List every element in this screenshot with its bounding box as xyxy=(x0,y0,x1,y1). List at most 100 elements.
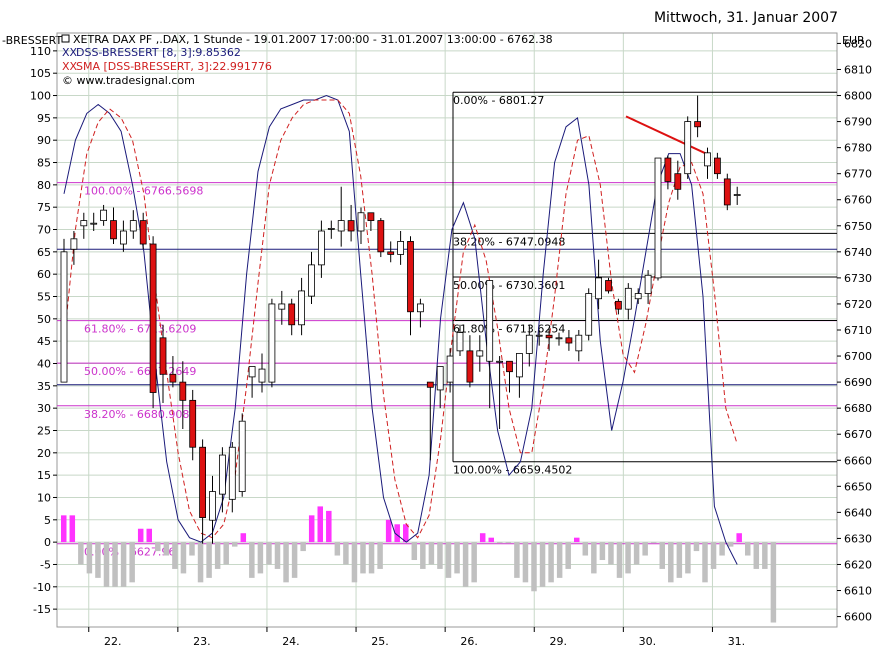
histogram-bar xyxy=(616,542,623,578)
candle-up xyxy=(704,152,711,167)
histogram-bar xyxy=(428,542,435,565)
histogram-bar xyxy=(69,515,76,543)
histogram-bar xyxy=(471,542,477,583)
histogram-bar xyxy=(326,510,332,543)
candle-up xyxy=(624,287,632,310)
y-tick-label-right: 6820 xyxy=(844,37,872,50)
candle-up xyxy=(238,420,246,492)
histogram-bar xyxy=(257,542,264,574)
candle-up xyxy=(555,337,563,340)
histogram-bar xyxy=(291,542,298,578)
y-tick-label-left: 10 xyxy=(37,491,51,504)
y-tick-label-left: 100 xyxy=(30,90,51,103)
histogram-bar xyxy=(633,542,640,565)
candle-up xyxy=(496,360,504,363)
legend-box-icon xyxy=(61,34,70,43)
histogram-series xyxy=(61,506,777,623)
histogram-bar xyxy=(103,542,110,587)
y-tick-label-right: 6690 xyxy=(844,376,872,389)
candle-down xyxy=(288,303,296,326)
fib-level-label: 0.00% - 6801.27 xyxy=(453,94,544,107)
candle-down xyxy=(466,350,474,383)
y-tick-label-right: 6700 xyxy=(844,350,872,363)
y-tick-label-right: 6650 xyxy=(844,480,872,493)
histogram-bar xyxy=(317,506,323,543)
candle-down xyxy=(407,241,414,313)
candle-up xyxy=(397,241,405,255)
x-tick-label: 29. xyxy=(550,635,568,648)
candle-up xyxy=(228,446,236,500)
histogram-bar xyxy=(180,542,187,574)
candle-up xyxy=(248,366,256,378)
histogram-bar xyxy=(214,542,221,569)
y-tick-label-right: 6600 xyxy=(844,611,872,624)
candle-up xyxy=(644,274,652,294)
candle-up xyxy=(585,293,593,336)
histogram-bar xyxy=(189,542,195,556)
histogram-bar xyxy=(86,542,93,574)
y-tick-label-left: 30 xyxy=(37,402,51,415)
x-tick-label: 22. xyxy=(104,635,122,648)
y-tick-label-right: 6790 xyxy=(844,116,872,129)
y-tick-label-left: 110 xyxy=(30,45,51,58)
histogram-bar xyxy=(770,542,777,623)
histogram-bar xyxy=(488,537,494,543)
grid xyxy=(57,33,837,627)
y-tick-label-right: 6780 xyxy=(844,142,872,155)
histogram-bar xyxy=(95,542,101,578)
y-tick-label-left: 5 xyxy=(44,514,51,527)
histogram-bar xyxy=(548,542,554,583)
candle-up xyxy=(268,303,276,383)
fib-level-label: 50.00% - 6730.3601 xyxy=(453,279,565,292)
histogram-bar xyxy=(531,542,537,592)
histogram-bar xyxy=(163,542,170,556)
candle-up xyxy=(525,334,533,354)
histogram-bar xyxy=(582,542,589,556)
candle-up xyxy=(90,222,98,225)
candle-up xyxy=(129,220,137,232)
candle-down xyxy=(615,300,622,310)
legend: XETRA DAX PF ,.DAX, 1 Stunde - 19.01.200… xyxy=(61,33,553,87)
y-tick-label-left: 60 xyxy=(37,268,51,281)
histogram-bar xyxy=(411,542,418,561)
histogram-bar xyxy=(172,542,178,569)
histogram-bar xyxy=(232,542,238,547)
histogram-bar xyxy=(197,542,204,583)
x-tick-label: 25. xyxy=(371,635,389,648)
candle-up xyxy=(327,227,335,230)
y-tick-label-left: 95 xyxy=(37,112,51,125)
candle-down xyxy=(179,381,187,401)
candle-down xyxy=(377,220,385,253)
candle-down xyxy=(565,337,573,344)
candle-down xyxy=(189,399,197,448)
candle-down xyxy=(506,360,513,373)
y-tick-label-left: 0 xyxy=(44,536,51,549)
fib-level-label: 38.20% - 6747.0948 xyxy=(453,235,565,248)
candle-up xyxy=(317,230,325,266)
chart-date-title: Mittwoch, 31. Januar 2007 xyxy=(654,10,838,26)
histogram-bar xyxy=(599,542,606,561)
candle-down xyxy=(199,446,207,518)
fib-level-label: 61.80% - 6713.6209 xyxy=(84,323,196,336)
y-tick-label-right: 6800 xyxy=(844,90,872,103)
histogram-bar xyxy=(642,542,648,556)
histogram-bar xyxy=(668,542,674,583)
candles-series xyxy=(60,95,741,544)
histogram-bar xyxy=(727,542,734,547)
candle-up xyxy=(357,212,365,232)
trend-line xyxy=(625,115,711,157)
histogram-bar xyxy=(745,542,751,556)
candle-up xyxy=(456,332,464,352)
histogram-bar xyxy=(753,542,760,569)
candle-up xyxy=(60,251,68,383)
histogram-bar xyxy=(283,542,289,583)
y-tick-label-left: 25 xyxy=(37,424,51,437)
y-tick-label-left: 65 xyxy=(37,246,51,259)
candle-up xyxy=(100,209,107,221)
y-tick-label-left: -10 xyxy=(33,581,51,594)
histogram-bar xyxy=(249,542,255,578)
histogram-bar xyxy=(129,542,135,583)
x-tick-label: 31. xyxy=(728,635,746,648)
candle-down xyxy=(139,220,147,245)
